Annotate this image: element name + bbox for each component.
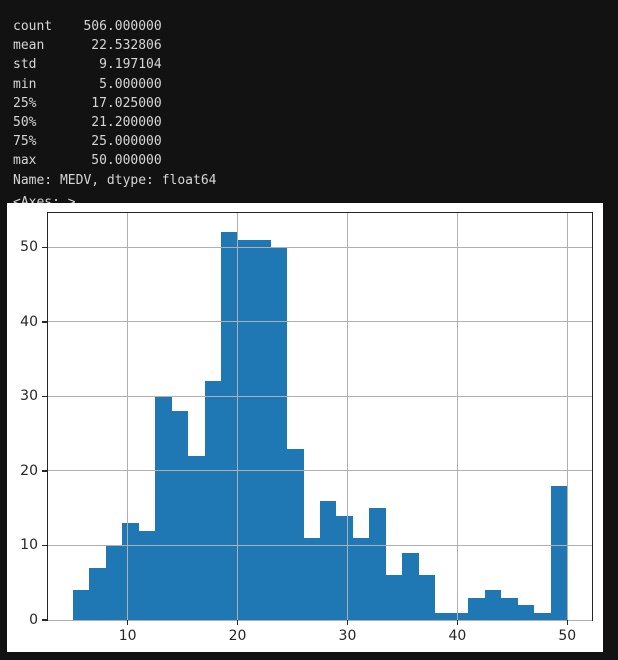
gridline-horizontal [48, 619, 592, 621]
y-tick-mark [41, 321, 47, 323]
stat-line-p50: 50% 21.200000 [13, 115, 162, 131]
histogram-bar [352, 538, 370, 620]
matplotlib-figure: 10 20 30 40 50 0 10 20 30 40 50 [7, 203, 603, 652]
histogram-bar [336, 515, 353, 620]
histogram-bar [303, 538, 320, 620]
stat-line-count: count 506.000000 [13, 19, 162, 34]
histogram-bar [517, 605, 535, 620]
x-tick-label: 10 [118, 628, 137, 644]
x-tick-label: 40 [448, 628, 467, 644]
y-tick-label: 30 [20, 388, 38, 405]
histogram-bar [105, 545, 123, 620]
gridline-horizontal [48, 470, 592, 472]
histogram-bar [534, 612, 551, 620]
gridline-horizontal [48, 246, 592, 248]
plot-area: 10 20 30 40 50 0 10 20 30 40 50 [20, 212, 593, 643]
x-tick-mark [566, 620, 568, 625]
y-tick-mark [41, 619, 47, 621]
gridline-horizontal [48, 321, 592, 323]
histogram-bar [237, 239, 255, 620]
gridline-horizontal [48, 544, 592, 546]
histogram-bar [468, 597, 485, 620]
histogram-bar [122, 523, 139, 620]
histogram-bar [451, 612, 469, 620]
histogram-bar [484, 590, 502, 620]
histogram-bar [188, 456, 205, 620]
y-tick-label: 20 [20, 462, 38, 479]
stat-line-max: max 50.000000 [13, 153, 162, 169]
histogram-bar [221, 232, 238, 620]
x-tick-mark [456, 620, 459, 625]
histogram-bar [138, 530, 156, 620]
y-tick-label: 10 [20, 537, 38, 554]
gridline-vertical [566, 213, 568, 620]
histogram-bar [254, 239, 271, 620]
gridline-vertical [237, 213, 239, 620]
x-tick-label: 30 [338, 628, 357, 644]
y-tick-mark [41, 246, 47, 248]
histogram-bar [270, 247, 288, 620]
histogram-bar [89, 567, 106, 620]
stat-line-std: std 9.197104 [13, 57, 162, 73]
y-tick-mark [41, 544, 47, 547]
gridline-vertical [456, 213, 458, 620]
histogram-bar [385, 575, 403, 620]
series-dtype-line: Name: MEDV, dtype: float64 [13, 172, 217, 188]
gridline-horizontal [48, 395, 592, 397]
histogram-bar [155, 396, 172, 620]
histogram-bar [501, 597, 518, 620]
y-tick-label: 0 [29, 612, 38, 628]
y-tick-mark [41, 395, 47, 398]
stat-line-min: min 5.000000 [13, 76, 162, 92]
histogram-bar [550, 485, 568, 620]
y-tick-label: 40 [20, 313, 38, 330]
x-tick-mark [346, 620, 349, 625]
histogram-bar [320, 500, 337, 620]
histogram-bar [171, 411, 189, 620]
histogram-bar [418, 575, 436, 620]
y-tick-label: 50 [20, 239, 38, 256]
histogram-bar [287, 448, 304, 620]
describe-output: count 506.000000 mean 22.532806 std 9.1971… [13, 17, 217, 190]
gridline-vertical [127, 213, 129, 620]
histogram-bar [402, 552, 419, 620]
gridline-vertical [346, 213, 348, 620]
x-tick-label: 50 [558, 628, 577, 644]
histogram-bar [435, 612, 452, 620]
x-tick-mark [236, 620, 239, 625]
histogram-bar [72, 590, 90, 620]
x-tick-label: 20 [228, 628, 247, 644]
histogram-bar [369, 508, 386, 620]
y-tick-mark [41, 470, 47, 472]
x-tick-mark [126, 620, 129, 625]
stat-line-p75: 75% 25.000000 [13, 134, 162, 150]
stat-line-p25: 25% 17.025000 [13, 95, 162, 111]
stat-line-mean: mean 22.532806 [13, 38, 162, 54]
histogram-bar [204, 381, 222, 620]
